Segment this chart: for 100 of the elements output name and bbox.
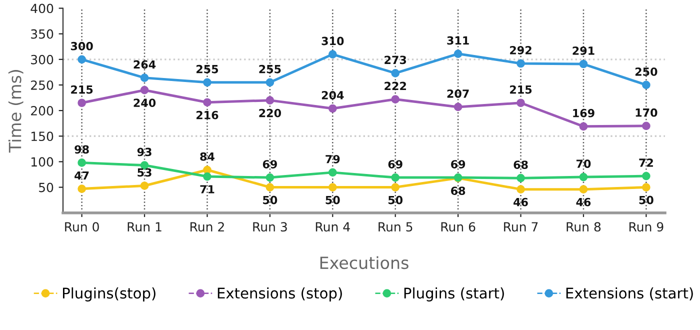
- data-label: 50: [639, 196, 654, 204]
- point: [140, 86, 149, 94]
- y-tick-label: 100: [31, 157, 54, 167]
- x-tick-label: Run 8: [566, 222, 601, 232]
- data-label: 170: [636, 108, 658, 117]
- y-tick-label: 50: [39, 182, 54, 192]
- data-label: 255: [196, 64, 218, 74]
- x-axis-title: Executions: [320, 256, 408, 270]
- y-tick-label: 350: [31, 29, 54, 39]
- y-tick-label: 250: [31, 80, 54, 90]
- point: [454, 50, 462, 58]
- point: [516, 174, 525, 182]
- data-label: 68: [451, 186, 466, 195]
- data-label: 220: [259, 108, 282, 118]
- point: [391, 173, 400, 182]
- point: [78, 98, 86, 108]
- point: [78, 55, 86, 64]
- point: [516, 59, 525, 68]
- data-label: 240: [134, 98, 156, 108]
- y-tick-label: 200: [31, 106, 54, 116]
- x-tick-label: Run 7: [504, 222, 538, 232]
- x-tick-label: Run 2: [190, 222, 224, 232]
- point: [642, 122, 650, 130]
- legend-label: Extensions (stop): [218, 287, 342, 302]
- point: [391, 183, 400, 192]
- point: [391, 69, 400, 78]
- point: [516, 98, 525, 108]
- data-label: 72: [639, 158, 653, 167]
- point: [78, 184, 86, 193]
- point: [579, 172, 588, 182]
- x-tick-label: Run 9: [629, 222, 664, 232]
- point: [454, 102, 462, 112]
- point: [203, 98, 212, 107]
- point: [140, 182, 149, 190]
- data-label: 93: [137, 148, 152, 156]
- data-label: 250: [635, 67, 658, 76]
- point: [328, 104, 337, 113]
- data-label: 300: [70, 42, 93, 50]
- data-label: 79: [326, 154, 340, 164]
- point: [579, 122, 588, 131]
- point: [266, 78, 274, 87]
- data-label: 46: [576, 198, 591, 206]
- point: [391, 95, 400, 104]
- data-label: 71: [200, 185, 214, 194]
- data-label: 53: [138, 168, 152, 177]
- x-tick-label: Run 4: [316, 222, 350, 232]
- data-label: 264: [134, 60, 156, 69]
- point: [516, 185, 525, 194]
- data-label: 292: [510, 46, 532, 54]
- data-label: 69: [388, 160, 402, 168]
- point: [579, 185, 588, 194]
- point: [328, 50, 337, 58]
- legend-label: Extensions (start): [566, 287, 693, 300]
- x-tick-label: Run 6: [441, 222, 476, 232]
- data-label: 311: [447, 36, 469, 45]
- point: [328, 183, 337, 192]
- x-tick-label: Run 0: [65, 222, 99, 232]
- data-label: 50: [263, 196, 278, 204]
- point: [642, 172, 650, 180]
- y-tick-label: 150: [31, 132, 54, 142]
- point: [579, 60, 588, 68]
- data-label: 50: [326, 196, 340, 204]
- point: [203, 172, 212, 181]
- data-label: 291: [572, 46, 594, 55]
- data-label: 204: [322, 91, 344, 100]
- x-tick-label: Run 5: [378, 222, 412, 232]
- data-label: 169: [573, 108, 594, 118]
- data-label: 69: [451, 160, 466, 168]
- legend-label: Plugins(stop): [63, 287, 156, 302]
- point: [203, 166, 212, 174]
- data-label: 215: [510, 85, 532, 94]
- point: [78, 158, 86, 167]
- data-label: 50: [388, 196, 403, 204]
- data-label: 215: [71, 85, 93, 94]
- data-label: 273: [384, 56, 406, 64]
- data-label: 84: [200, 152, 214, 161]
- point: [140, 74, 149, 82]
- point: [642, 183, 650, 192]
- data-label: 216: [196, 110, 218, 120]
- y-tick-label: 400: [30, 4, 54, 14]
- data-label: 69: [262, 160, 277, 168]
- point: [266, 173, 274, 182]
- legend-label: Plugins (start): [404, 287, 504, 302]
- data-label: 207: [447, 89, 469, 98]
- data-label: 98: [74, 145, 89, 154]
- data-label: 310: [322, 36, 344, 46]
- data-label: 255: [259, 64, 281, 74]
- data-label: 68: [514, 160, 528, 169]
- data-label: 47: [74, 171, 89, 180]
- point: [642, 80, 650, 90]
- y-tick-label: 300: [31, 54, 54, 64]
- point: [266, 183, 274, 192]
- y-axis-title: Time (ms): [8, 70, 24, 153]
- point: [328, 168, 337, 177]
- point: [203, 78, 212, 87]
- data-label: 70: [576, 160, 591, 168]
- data-label: 46: [514, 198, 528, 206]
- x-tick-label: Run 3: [253, 222, 287, 232]
- data-label: 222: [384, 82, 406, 90]
- x-tick-label: Run 1: [128, 222, 162, 232]
